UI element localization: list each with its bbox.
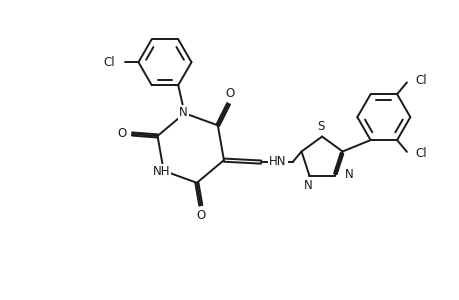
Text: N: N (344, 168, 353, 181)
Text: Cl: Cl (415, 147, 426, 160)
Text: S: S (317, 120, 324, 133)
Text: O: O (196, 209, 205, 222)
Text: N: N (303, 179, 312, 192)
Text: HN: HN (269, 155, 286, 169)
Text: O: O (224, 87, 234, 101)
Text: NH: NH (153, 165, 170, 178)
Text: Cl: Cl (103, 56, 115, 69)
Text: O: O (118, 128, 127, 140)
Text: Cl: Cl (415, 74, 426, 87)
Text: N: N (179, 106, 188, 119)
